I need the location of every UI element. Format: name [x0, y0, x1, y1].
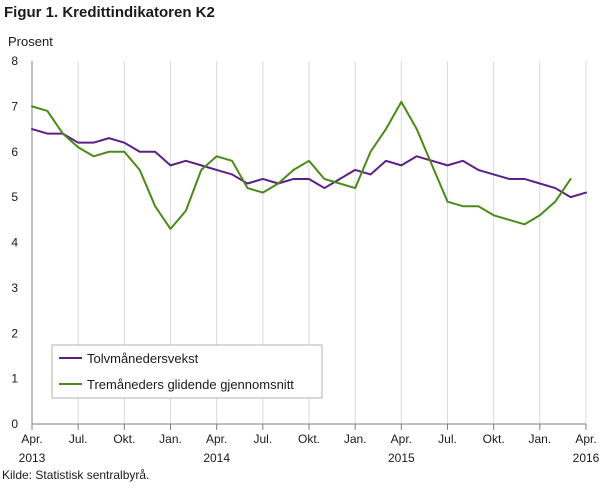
x-axis-tick-label: Apr.	[575, 432, 596, 446]
y-axis-tick-label: 1	[11, 372, 18, 386]
x-axis-year-label: 2013	[19, 451, 46, 465]
legend: Tolvmånedersvekst Tremåneders glidende gj…	[51, 344, 323, 399]
y-axis-tick-label: 0	[11, 417, 18, 431]
series-line-1	[31, 128, 587, 199]
y-axis-tick-label: 8	[11, 54, 18, 68]
x-axis-tick-label: Jan.	[344, 432, 367, 446]
series-lines	[31, 100, 587, 230]
y-axis-tick-label: 2	[11, 326, 18, 340]
legend-label-2: Tremåneders glidende gjennomsnitt	[87, 377, 294, 392]
x-axis-tick-label: Jan.	[159, 432, 182, 446]
x-axis-tick-label: Jul.	[253, 432, 272, 446]
x-axis-year-label: 2016	[573, 451, 600, 465]
x-axis-tick-label: Okt.	[113, 432, 135, 446]
y-axis-ticks: 0 1 2 3 4 5 6 7 8	[11, 54, 18, 431]
x-axis-ticks: Apr. 2013 Jul. Okt. Jan. Apr. 2014 Jul. Okt. Jan.…	[19, 424, 600, 465]
y-axis-unit-label: Prosent	[8, 34, 53, 49]
x-axis-tick-label: Jul.	[69, 432, 88, 446]
y-axis-tick-label: 7	[11, 99, 18, 113]
x-axis-tick-label: Apr.	[21, 432, 42, 446]
x-axis-year-label: 2015	[388, 451, 415, 465]
x-axis-year-label: 2014	[203, 451, 230, 465]
x-axis-tick-label: Jul.	[438, 432, 457, 446]
legend-label-1: Tolvmånedersvekst	[87, 351, 199, 366]
y-axis-tick-label: 4	[11, 236, 18, 250]
legend-box	[51, 344, 323, 399]
x-axis-tick-label: Okt.	[298, 432, 320, 446]
chart-title: Figur 1. Kredittindikatoren K2	[4, 4, 215, 21]
series-line-2	[31, 100, 572, 230]
x-axis-tick-label: Okt.	[483, 432, 505, 446]
y-axis-tick-label: 5	[11, 190, 18, 204]
y-axis-tick-label: 6	[11, 145, 18, 159]
source-note: Kilde: Statistisk sentralbyrå.	[2, 468, 150, 482]
x-axis-tick-label: Apr.	[391, 432, 412, 446]
y-axis-tick-label: 3	[11, 281, 18, 295]
x-axis-tick-label: Jan.	[528, 432, 551, 446]
x-axis-tick-label: Apr.	[206, 432, 227, 446]
